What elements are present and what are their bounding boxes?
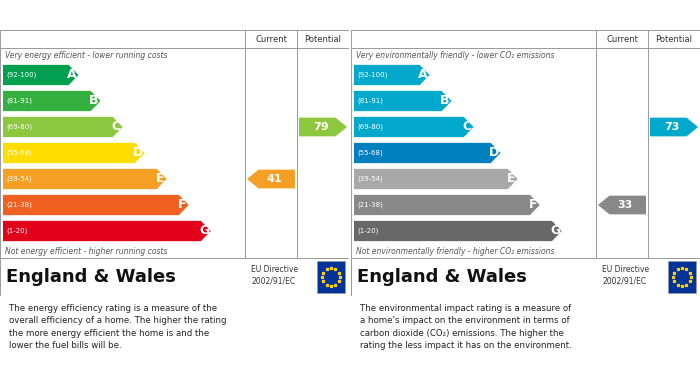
- Text: E: E: [156, 172, 164, 185]
- Text: (21-38): (21-38): [6, 202, 32, 208]
- Text: Not energy efficient - higher running costs: Not energy efficient - higher running co…: [5, 246, 167, 255]
- Polygon shape: [3, 195, 189, 215]
- Text: EU Directive
2002/91/EC: EU Directive 2002/91/EC: [251, 265, 298, 285]
- Text: Potential: Potential: [655, 34, 692, 43]
- Text: 73: 73: [664, 122, 680, 132]
- Polygon shape: [598, 196, 646, 214]
- Polygon shape: [354, 221, 562, 241]
- Text: (21-38): (21-38): [357, 202, 383, 208]
- Text: Very environmentally friendly - lower CO₂ emissions: Very environmentally friendly - lower CO…: [356, 50, 554, 59]
- Polygon shape: [3, 169, 167, 189]
- Text: C: C: [463, 120, 472, 133]
- Text: The environmental impact rating is a measure of
a home's impact on the environme: The environmental impact rating is a mea…: [360, 303, 571, 350]
- Text: (69-80): (69-80): [357, 124, 383, 130]
- Polygon shape: [3, 91, 101, 111]
- Text: C: C: [111, 120, 120, 133]
- Text: (1-20): (1-20): [6, 228, 27, 234]
- Text: F: F: [529, 199, 538, 212]
- Text: Energy Efficiency Rating: Energy Efficiency Rating: [8, 9, 181, 22]
- Polygon shape: [354, 169, 518, 189]
- Text: Not environmentally friendly - higher CO₂ emissions: Not environmentally friendly - higher CO…: [356, 246, 554, 255]
- Text: B: B: [90, 95, 99, 108]
- Polygon shape: [3, 221, 211, 241]
- Polygon shape: [354, 143, 500, 163]
- Text: D: D: [489, 147, 499, 160]
- Text: (92-100): (92-100): [6, 72, 36, 78]
- Text: D: D: [133, 147, 144, 160]
- Polygon shape: [247, 170, 295, 188]
- Polygon shape: [354, 195, 540, 215]
- Polygon shape: [3, 65, 78, 85]
- Text: EU Directive
2002/91/EC: EU Directive 2002/91/EC: [602, 265, 650, 285]
- Text: (39-54): (39-54): [357, 176, 383, 182]
- Polygon shape: [650, 118, 698, 136]
- Polygon shape: [299, 118, 347, 136]
- Text: E: E: [507, 172, 515, 185]
- Text: Potential: Potential: [304, 34, 342, 43]
- Polygon shape: [3, 143, 145, 163]
- Text: (1-20): (1-20): [357, 228, 379, 234]
- Text: G: G: [550, 224, 561, 237]
- Text: G: G: [199, 224, 209, 237]
- Polygon shape: [354, 65, 430, 85]
- Text: Very energy efficient - lower running costs: Very energy efficient - lower running co…: [5, 50, 167, 59]
- Polygon shape: [354, 91, 452, 111]
- Text: (69-80): (69-80): [6, 124, 32, 130]
- Text: F: F: [178, 199, 187, 212]
- Text: 79: 79: [313, 122, 328, 132]
- Text: (81-91): (81-91): [6, 98, 32, 104]
- Polygon shape: [3, 117, 122, 137]
- Text: A: A: [418, 68, 428, 81]
- Text: (55-68): (55-68): [6, 150, 32, 156]
- Text: (81-91): (81-91): [357, 98, 383, 104]
- Text: A: A: [67, 68, 77, 81]
- Text: Environmental Impact (CO₂) Rating: Environmental Impact (CO₂) Rating: [360, 9, 606, 22]
- Text: Current: Current: [606, 34, 638, 43]
- Text: B: B: [440, 95, 450, 108]
- Bar: [317, 262, 345, 292]
- Text: (92-100): (92-100): [357, 72, 387, 78]
- Text: (39-54): (39-54): [6, 176, 32, 182]
- Text: The energy efficiency rating is a measure of the
overall efficiency of a home. T: The energy efficiency rating is a measur…: [8, 303, 226, 350]
- Text: England & Wales: England & Wales: [6, 268, 176, 286]
- Polygon shape: [354, 117, 474, 137]
- Text: 33: 33: [618, 200, 633, 210]
- Bar: [668, 262, 696, 292]
- Text: Current: Current: [255, 34, 287, 43]
- Text: England & Wales: England & Wales: [357, 268, 527, 286]
- Text: 41: 41: [267, 174, 282, 184]
- Text: (55-68): (55-68): [357, 150, 383, 156]
